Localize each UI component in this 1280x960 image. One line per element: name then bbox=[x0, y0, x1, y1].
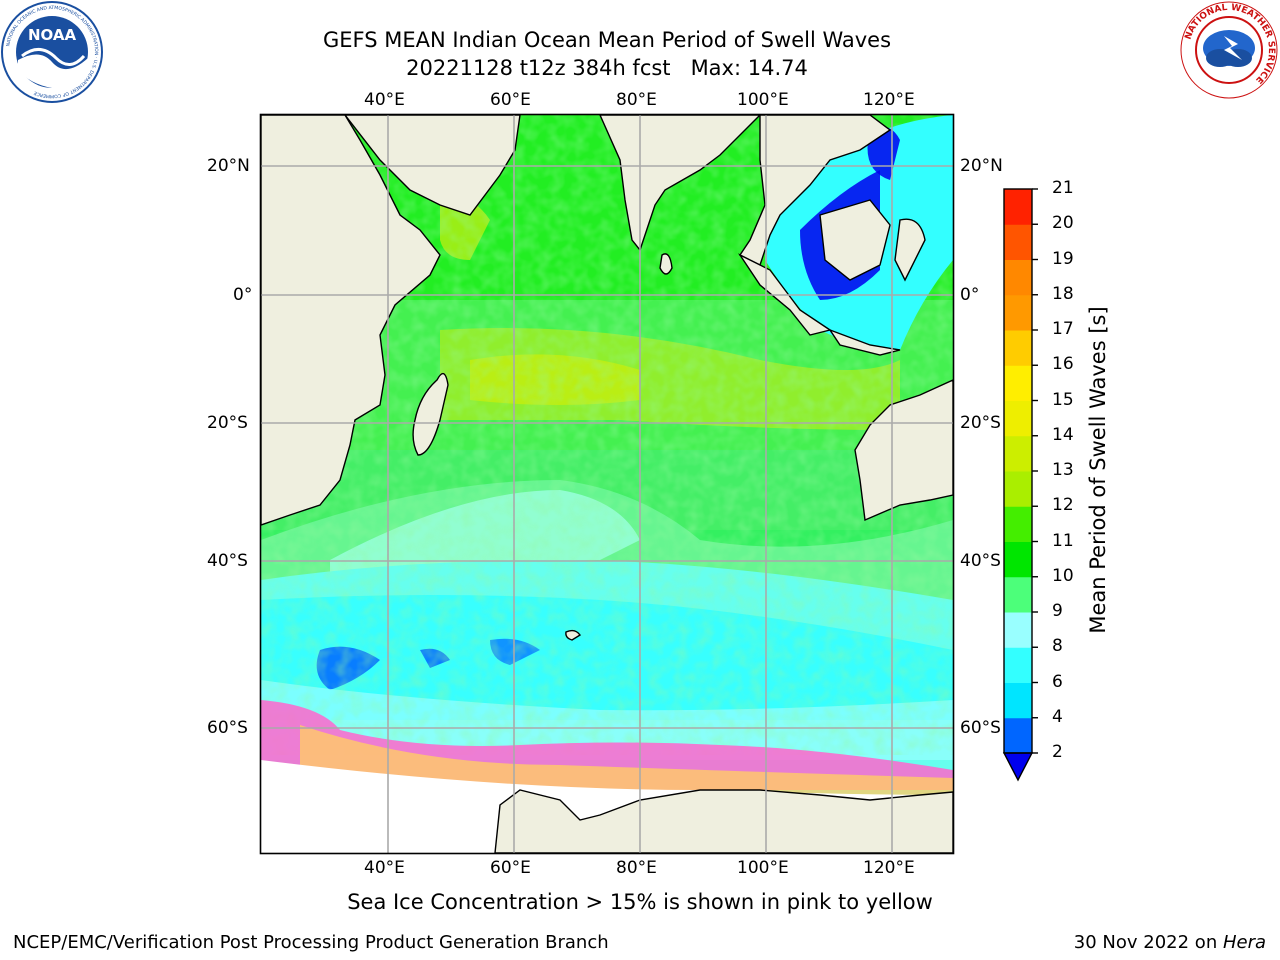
colorbar-tick-label: 19 bbox=[1052, 248, 1074, 269]
lat-label-right-2: 0° bbox=[960, 285, 980, 305]
graticule bbox=[261, 115, 953, 853]
lon-label-top-2: 60°E bbox=[490, 90, 531, 110]
colorbar-tick-label: 4 bbox=[1052, 706, 1063, 727]
footer-machine: Hera bbox=[1222, 932, 1266, 953]
lon-label-top-5: 120°E bbox=[863, 90, 915, 110]
colorbar-tick-label: 6 bbox=[1052, 671, 1063, 692]
colorbar-tick-label: 18 bbox=[1052, 283, 1074, 304]
noaa-logo: NOAA NATIONAL OCEANIC AND ATMOSPHERIC AD… bbox=[1, 1, 103, 103]
colorbar-segment bbox=[1004, 259, 1032, 296]
nws-logo: NATIONAL WEATHER SERVICE bbox=[1180, 1, 1278, 99]
antarctica bbox=[494, 789, 953, 853]
lon-label-top-4: 100°E bbox=[737, 90, 789, 110]
colorbar-segment bbox=[1004, 682, 1032, 719]
lat-label-right-1: 20°N bbox=[960, 156, 1003, 176]
colorbar-tick-label: 14 bbox=[1052, 424, 1074, 445]
colorbar-tick-label: 8 bbox=[1052, 636, 1063, 657]
lon-label-top-1: 40°E bbox=[364, 90, 405, 110]
colorbar-segment bbox=[1004, 400, 1032, 437]
colorbar-segment bbox=[1004, 506, 1032, 542]
colorbar-label-text: Mean Period of Swell Waves [s] bbox=[1086, 306, 1110, 634]
colorbar-segment bbox=[1004, 189, 1032, 225]
colorbar-segment bbox=[1004, 365, 1032, 401]
colorbar-tick-label: 11 bbox=[1052, 530, 1074, 551]
colorbar-tick-label: 20 bbox=[1052, 213, 1074, 234]
lat-label-left-5: 60°S bbox=[207, 718, 248, 738]
colorbar-tick-label: 10 bbox=[1052, 565, 1074, 586]
title-line-1: GEFS MEAN Indian Ocean Mean Period of Sw… bbox=[322, 28, 892, 52]
lon-label-bottom-1: 40°E bbox=[364, 858, 405, 878]
lat-label-left-2: 0° bbox=[233, 285, 253, 305]
colorbar-segment bbox=[1004, 435, 1032, 472]
lon-label-bottom-5: 120°E bbox=[863, 858, 915, 878]
map-title: GEFS MEAN Indian Ocean Mean Period of Sw… bbox=[0, 26, 1214, 82]
sea-ice-caption: Sea Ice Concentration > 15% is shown in … bbox=[347, 890, 933, 914]
colorbar-segment bbox=[1004, 576, 1032, 613]
footer-date: 30 Nov 2022 on Hera bbox=[1074, 932, 1266, 953]
colorbar-segment bbox=[1004, 294, 1032, 331]
colorbar-tick-label: 12 bbox=[1052, 495, 1074, 516]
java bbox=[828, 328, 901, 356]
colorbar-tick-label: 13 bbox=[1052, 460, 1074, 480]
colorbar bbox=[1002, 188, 1038, 782]
lon-label-bottom-4: 100°E bbox=[737, 858, 789, 878]
lat-label-right-3: 20°S bbox=[960, 413, 1001, 433]
colorbar-segment bbox=[1004, 647, 1032, 683]
colorbar-tick-label: 17 bbox=[1052, 319, 1074, 339]
lat-label-right-4: 40°S bbox=[960, 551, 1001, 571]
map-area bbox=[261, 115, 953, 853]
footer-credit: NCEP/EMC/Verification Post Processing Pr… bbox=[13, 932, 609, 953]
title-line-2: 20221128 t12z 384h fcst Max: 14.74 bbox=[406, 56, 808, 80]
lon-label-bottom-3: 80°E bbox=[616, 858, 657, 878]
map-frame bbox=[259, 113, 955, 855]
colorbar-tick-label: 16 bbox=[1052, 354, 1074, 375]
lon-label-top-3: 80°E bbox=[616, 90, 657, 110]
colorbar-tick-label: 15 bbox=[1052, 389, 1074, 410]
colorbar-tick-label: 9 bbox=[1052, 601, 1063, 621]
lat-label-left-4: 40°S bbox=[207, 551, 248, 571]
colorbar-segment bbox=[1004, 612, 1032, 648]
lon-label-bottom-2: 60°E bbox=[490, 858, 531, 878]
colorbar-tick-label: 21 bbox=[1052, 178, 1074, 198]
lat-label-right-5: 60°S bbox=[960, 718, 1001, 738]
lat-label-left-1: 20°N bbox=[207, 156, 250, 176]
colorbar-segment bbox=[1004, 224, 1032, 260]
lat-label-left-3: 20°S bbox=[207, 413, 248, 433]
colorbar-tick-label: 2 bbox=[1052, 742, 1063, 762]
colorbar-segment bbox=[1004, 541, 1032, 578]
australia bbox=[854, 379, 953, 522]
colorbar-segment bbox=[1004, 330, 1032, 366]
indochina bbox=[738, 115, 892, 266]
sri-lanka bbox=[659, 253, 673, 275]
kerguelen bbox=[565, 629, 582, 641]
footer-date-text: 30 Nov 2022 on bbox=[1073, 932, 1223, 953]
colorbar-segment bbox=[1004, 717, 1032, 754]
madagascar bbox=[412, 372, 449, 456]
colorbar-segment bbox=[1004, 471, 1032, 507]
sulawesi bbox=[894, 218, 926, 282]
borneo bbox=[819, 199, 891, 281]
colorbar-underflow-arrow bbox=[1002, 752, 1034, 782]
noaa-logo-text: NOAA bbox=[28, 26, 77, 44]
